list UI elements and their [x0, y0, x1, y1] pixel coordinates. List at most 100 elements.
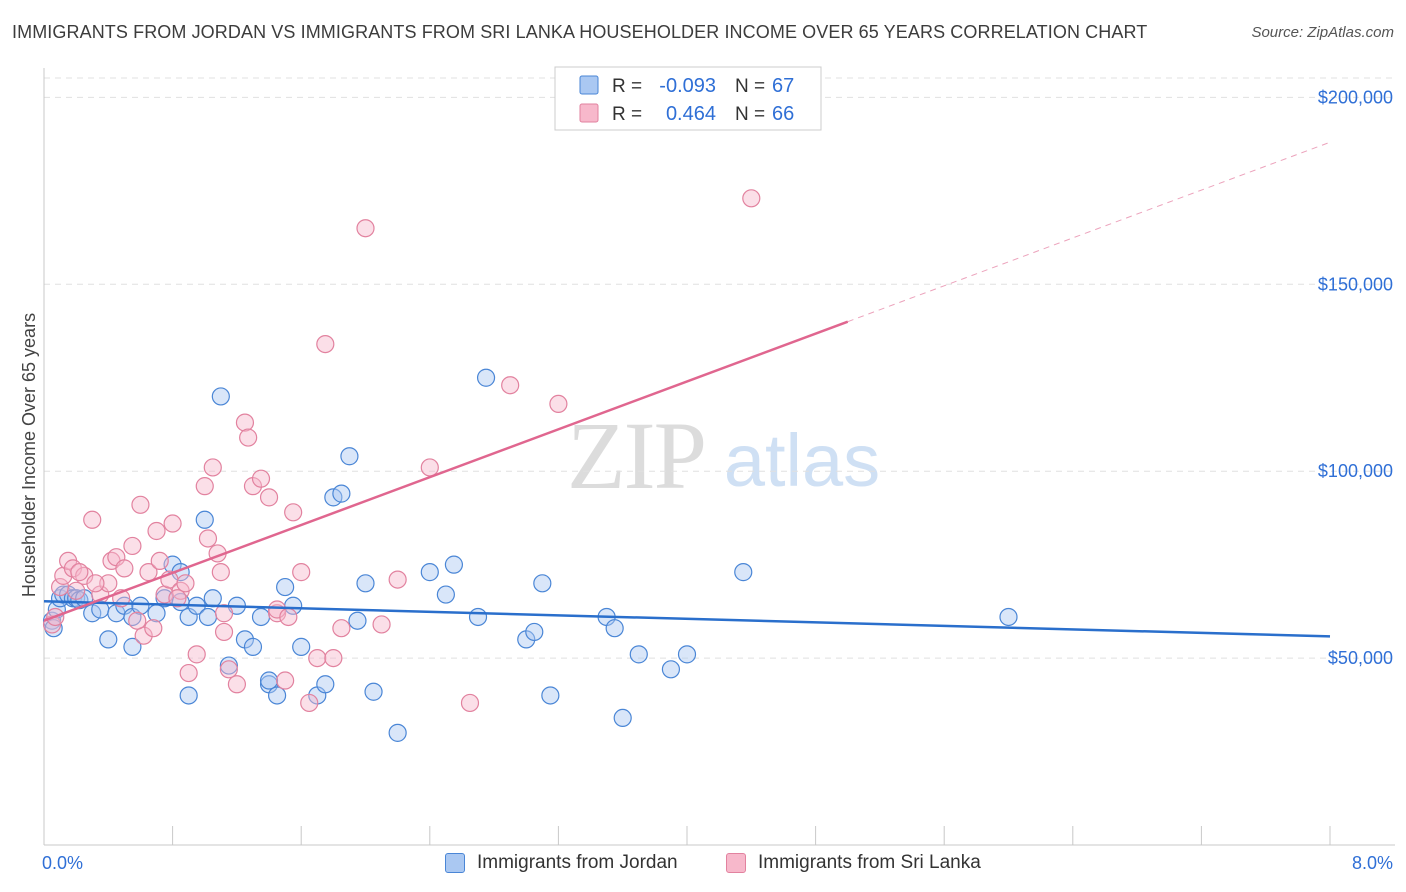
trend-line-srilanka-extension [847, 141, 1331, 323]
data-point-srilanka [134, 626, 153, 645]
legend-n-label-jordan: N = [735, 76, 765, 97]
trend-line-srilanka [43, 320, 849, 622]
data-point-srilanka [176, 574, 195, 593]
data-point-srilanka [300, 693, 319, 713]
data-point-srilanka [308, 648, 327, 668]
axes [43, 68, 1395, 846]
data-point-jordan [364, 682, 383, 701]
data-point-jordan [999, 607, 1018, 627]
data-point-srilanka [99, 574, 118, 593]
data-point-jordan [468, 607, 488, 627]
data-point-jordan [476, 368, 496, 387]
y-tick-label: $150,000 [1318, 274, 1393, 294]
data-point-jordan [259, 671, 279, 690]
data-point-jordan [388, 723, 407, 742]
legend-r-value-jordan: -0.093 [659, 75, 716, 97]
data-point-jordan [332, 484, 351, 503]
data-point-srilanka [131, 495, 150, 514]
y-axis-label: Householder Income Over 65 years [19, 313, 39, 597]
data-point-srilanka [324, 648, 343, 668]
data-point-jordan [734, 563, 753, 582]
watermark-zip: ZIP [567, 402, 705, 509]
data-point-jordan [211, 387, 230, 406]
data-point-jordan [131, 596, 150, 615]
data-point-srilanka [251, 469, 271, 488]
legend-r-label-jordan: R = [612, 76, 642, 97]
data-point-srilanka [70, 563, 89, 582]
y-tick-label: $100,000 [1318, 461, 1393, 481]
data-point-jordan [267, 686, 287, 705]
data-point-srilanka [67, 581, 86, 600]
data-point-jordan [661, 660, 681, 679]
data-point-srilanka [279, 607, 298, 627]
data-point-jordan [436, 585, 455, 604]
data-point-jordan [420, 563, 439, 582]
data-point-jordan [605, 619, 624, 638]
legend-item-srilanka[interactable]: Immigrants from Sri Lanka [726, 852, 981, 874]
data-point-srilanka [372, 615, 391, 634]
watermark-atlas: atlas [724, 419, 880, 502]
data-point-srilanka [144, 619, 163, 638]
data-point-srilanka [549, 394, 568, 414]
data-point-jordan [613, 708, 632, 728]
data-point-srilanka [86, 574, 105, 593]
legend-swatch-srilanka [579, 103, 599, 123]
legend-label-srilanka: Immigrants from Sri Lanka [758, 852, 981, 873]
data-point-srilanka [214, 604, 234, 623]
legend-r-value-srilanka: 0.464 [666, 103, 716, 125]
data-point-srilanka [203, 458, 222, 477]
data-point-srilanka [198, 529, 218, 548]
data-point-jordan [541, 686, 560, 705]
data-point-jordan [147, 604, 166, 623]
data-point-srilanka [214, 622, 234, 642]
legend-item-jordan[interactable]: Immigrants from Jordan [445, 852, 678, 874]
data-point-srilanka [460, 693, 480, 713]
data-point-srilanka [239, 428, 258, 447]
data-point-srilanka [147, 521, 166, 541]
data-point-jordan [533, 574, 552, 593]
data-point-jordan [123, 637, 142, 656]
legend-swatch-jordan [579, 75, 599, 95]
data-point-srilanka [115, 559, 134, 578]
data-point-srilanka [163, 514, 182, 533]
data-point-jordan [198, 607, 218, 627]
legend-r-label-srilanka: R = [612, 104, 642, 125]
data-point-srilanka [501, 376, 520, 395]
data-point-srilanka [195, 477, 214, 496]
data-point-srilanka [259, 488, 279, 507]
srilanka-points [42, 189, 761, 713]
data-point-jordan [243, 637, 263, 656]
data-point-srilanka [219, 660, 238, 679]
data-point-srilanka [332, 619, 351, 638]
y-tick-label: $200,000 [1318, 87, 1393, 107]
x-tick-label-min: 0.0% [42, 853, 83, 873]
source-credit: Source: ZipAtlas.com [1251, 24, 1394, 41]
data-point-jordan [203, 589, 222, 608]
data-point-jordan [677, 645, 697, 664]
legend-n-label-srilanka: N = [735, 104, 765, 125]
data-point-jordan [348, 611, 367, 630]
x-tick-label-max: 8.0% [1352, 853, 1393, 873]
legend-marker-jordan [445, 853, 465, 873]
gridlines: $50,000 $100,000 $150,000 $200,000 [44, 77, 1395, 668]
data-point-jordan [340, 447, 359, 466]
data-point-srilanka [211, 563, 230, 582]
data-point-srilanka [128, 611, 147, 630]
data-point-jordan [356, 574, 375, 593]
legend-marker-srilanka [726, 853, 746, 873]
data-point-srilanka [292, 563, 311, 582]
data-point-jordan [525, 622, 544, 642]
stats-legend: R = -0.093 N = 67 R = 0.464 N = 66 [554, 66, 822, 131]
data-point-jordan [444, 555, 464, 574]
data-point-srilanka [123, 536, 142, 556]
data-point-srilanka [179, 663, 198, 683]
data-point-srilanka [150, 551, 169, 571]
data-point-jordan [292, 637, 311, 656]
series-legend: Immigrants from Jordan Immigrants from S… [0, 852, 1406, 878]
legend-n-value-srilanka: 66 [772, 103, 794, 125]
data-point-srilanka [83, 510, 102, 529]
data-point-jordan [179, 686, 198, 705]
data-point-srilanka [235, 413, 255, 432]
data-point-srilanka [187, 645, 206, 664]
